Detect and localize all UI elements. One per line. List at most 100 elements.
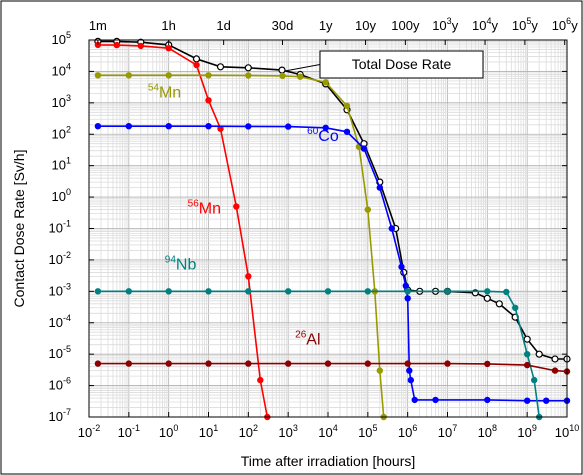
x-tick-label: 101 — [199, 423, 218, 440]
data-point-26al — [404, 360, 411, 367]
data-point-26al — [364, 360, 371, 367]
data-point-total-dose-rate — [535, 350, 543, 358]
data-point-26al — [484, 360, 491, 368]
data-point-26al — [551, 367, 559, 374]
x-tick-label-base: 10 — [278, 425, 292, 440]
legend-box — [319, 50, 484, 79]
series-layer — [94, 37, 571, 421]
data-point-94nb — [205, 288, 212, 295]
data-point-26al — [245, 360, 252, 367]
data-point-60co — [404, 295, 411, 302]
top-tick-label-text: 1d — [216, 18, 230, 33]
data-point-94nb — [165, 288, 172, 295]
data-point-94nb — [245, 288, 252, 295]
x-tick-label-exp: 4 — [333, 423, 338, 433]
series-label-mass-number: 54 — [148, 82, 160, 93]
y-tick-label-base: 10 — [49, 252, 63, 267]
data-point-56mn — [205, 97, 212, 104]
x-tick-label-base: 10 — [318, 425, 332, 440]
data-point-60co — [406, 367, 413, 374]
data-point-94nb — [484, 288, 491, 295]
series-line-26al — [97, 362, 568, 373]
data-point-26al — [285, 360, 292, 367]
y-tick-label-base: 10 — [49, 283, 63, 298]
x-tick-label: 107 — [438, 423, 457, 440]
top-tick-label: 103y — [432, 16, 458, 33]
y-tick-label: 10-7 — [49, 407, 71, 424]
data-point-60co — [205, 122, 212, 130]
top-tick-label: 1d — [216, 18, 230, 33]
top-tick-label: 1m — [89, 18, 107, 33]
y-tick-label: 10-2 — [49, 250, 71, 267]
series-label-54mn: 54Mn — [148, 82, 181, 101]
y-tick-label-base: 10 — [52, 32, 66, 47]
x-tick-label-base: 10 — [398, 425, 412, 440]
x-tick-label-exp: 5 — [373, 423, 378, 433]
data-point-94nb — [524, 351, 531, 358]
data-point-60co — [165, 122, 172, 130]
data-point-54mn — [125, 72, 132, 79]
top-tick-label-sup: 5 — [526, 16, 531, 26]
x-tick-label: 106 — [398, 423, 417, 440]
series-line-54mn — [97, 74, 385, 418]
data-point-total-dose-rate — [216, 63, 225, 71]
y-tick-label-exp: 1 — [66, 156, 71, 166]
top-tick-label-text: 1y — [319, 18, 333, 33]
x-tick-label-exp: -2 — [92, 423, 100, 433]
x-tick-label-base: 10 — [517, 425, 531, 440]
y-tick-label-base: 10 — [49, 315, 63, 330]
data-point-94nb — [94, 288, 102, 295]
x-tick-label-exp: 7 — [452, 423, 457, 433]
x-tick-label-exp: -1 — [132, 423, 140, 433]
top-tick-label-suffix: y — [452, 18, 459, 33]
series-line-94nb — [97, 290, 540, 418]
top-tick-label-suffix: y — [571, 18, 578, 33]
series-label-element: Co — [318, 128, 339, 145]
data-point-54mn — [364, 206, 371, 213]
y-tick-label: 101 — [52, 156, 71, 173]
x-tick-label-exp: 1 — [213, 423, 218, 433]
series-label-element: Al — [306, 332, 320, 349]
data-point-94nb — [512, 304, 519, 311]
x-tick-label: 10-2 — [78, 423, 100, 440]
x-tick-label-exp: 6 — [412, 423, 417, 433]
data-point-26al — [94, 360, 102, 367]
x-tick-label: 1010 — [555, 423, 579, 440]
y-tick-label-base: 10 — [49, 346, 63, 361]
data-point-60co — [411, 396, 418, 404]
data-point-54mn — [297, 73, 304, 80]
data-point-54mn — [245, 72, 252, 79]
data-point-94nb — [324, 288, 332, 295]
data-point-total-dose-rate — [551, 355, 559, 363]
grid — [88, 40, 567, 418]
data-point-94nb — [285, 288, 292, 295]
x-tick-label: 105 — [358, 423, 377, 440]
series-label-mass-number: 26 — [295, 330, 307, 341]
y-tick-label: 100 — [52, 187, 71, 204]
top-tick-label-text: 10 — [432, 18, 446, 33]
data-point-26al — [165, 360, 172, 367]
data-point-56mn — [257, 376, 264, 384]
x-tick-label-exp: 0 — [173, 423, 178, 433]
top-tick-label: 1y — [319, 18, 333, 33]
top-tick-label: 30d — [272, 18, 294, 33]
data-point-26al — [324, 360, 332, 367]
y-tick-label: 10-1 — [49, 219, 71, 236]
data-point-94nb — [404, 288, 411, 295]
top-tick-label-text: 10y — [355, 18, 376, 33]
series-label-element: Mn — [159, 84, 181, 101]
top-tick-label: 100y — [391, 18, 420, 33]
data-point-54mn — [205, 72, 212, 79]
series-label-60co: 60Co — [307, 126, 339, 145]
legend-pointer — [286, 64, 321, 72]
data-point-56mn — [193, 61, 200, 69]
x-tick-label-base: 10 — [199, 425, 213, 440]
top-tick-label-sup: 4 — [487, 16, 492, 26]
y-tick-label-exp: 3 — [66, 93, 71, 103]
y-tick-label-exp: -3 — [63, 281, 71, 291]
data-point-60co — [245, 123, 252, 130]
y-tick-label-exp: 2 — [66, 124, 71, 134]
x-tick-label-base: 10 — [358, 425, 372, 440]
axes: 10-2 10-1 100 101 102 103 104 105 106 107 108 109 10… — [11, 16, 579, 469]
